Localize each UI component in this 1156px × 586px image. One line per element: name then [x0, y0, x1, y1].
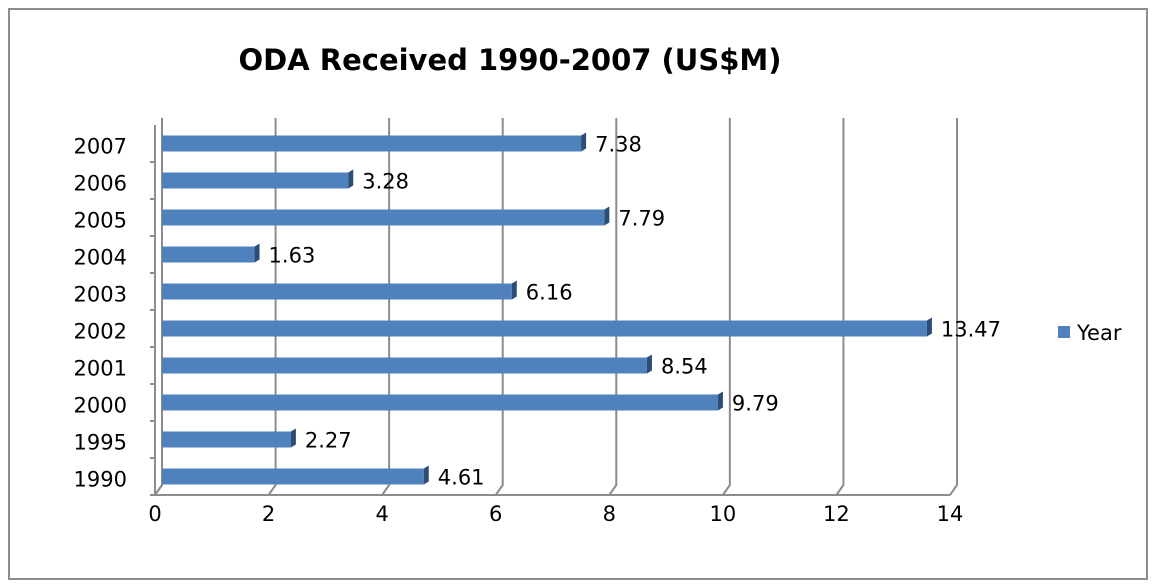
- x-tick-label: 10: [709, 502, 736, 526]
- value-label: 4.61: [438, 466, 485, 490]
- value-label: 7.79: [618, 207, 665, 231]
- bar-side: [254, 243, 260, 263]
- bar: [162, 357, 647, 374]
- x-tick-label: 14: [937, 502, 964, 526]
- grid-line: [494, 118, 504, 496]
- y-tick-label: 1995: [74, 431, 127, 455]
- bar: [162, 283, 512, 300]
- bar-side: [511, 280, 517, 300]
- bar: [162, 246, 255, 263]
- grid-line: [267, 118, 277, 496]
- bar-side: [348, 169, 354, 189]
- x-tick-label: 4: [375, 502, 388, 526]
- bar-side: [717, 391, 723, 411]
- value-label: 9.79: [732, 392, 779, 416]
- grid-line: [949, 118, 958, 496]
- bar-side: [646, 354, 652, 374]
- legend-label: Year: [1076, 321, 1122, 345]
- y-tick-label: 2000: [74, 394, 127, 418]
- value-label: 3.28: [362, 170, 409, 194]
- bar: [162, 468, 424, 485]
- x-tick-label: 2: [262, 502, 275, 526]
- value-label: 2.27: [305, 429, 352, 453]
- x-tick-label: 0: [148, 502, 161, 526]
- y-tick-label: 2005: [74, 209, 127, 233]
- chart-title: ODA Received 1990-2007 (US$M): [238, 43, 781, 77]
- bar-side: [290, 428, 296, 448]
- y-tick-label: 2003: [74, 283, 127, 307]
- x-tick-label: 8: [603, 502, 616, 526]
- value-label: 1.63: [269, 244, 316, 268]
- value-label: 7.38: [595, 133, 642, 157]
- value-label: 13.47: [941, 318, 1001, 342]
- bar-side: [926, 317, 932, 337]
- bar-side: [581, 132, 587, 152]
- value-label: 8.54: [661, 355, 708, 379]
- grid-line: [154, 118, 163, 496]
- y-tick-label: 2002: [74, 320, 127, 344]
- bar: [162, 431, 291, 448]
- bar-side: [604, 206, 610, 226]
- y-tick-label: 2006: [74, 172, 127, 196]
- bar: [162, 172, 349, 189]
- value-label: 6.16: [526, 281, 573, 305]
- bar: [162, 135, 582, 152]
- y-tick-label: 2007: [74, 135, 127, 159]
- grid-line: [381, 118, 391, 496]
- x-tick-label: 6: [489, 502, 502, 526]
- x-tick-label: 12: [823, 502, 850, 526]
- bar: [162, 394, 718, 411]
- y-tick-label: 1990: [74, 468, 127, 492]
- y-tick-label: 2001: [74, 357, 127, 381]
- bar: [162, 209, 605, 226]
- grid-line: [608, 118, 618, 496]
- y-tick-label: 2004: [74, 246, 127, 270]
- grid-line: [722, 118, 731, 496]
- legend-swatch: [1058, 326, 1070, 338]
- bar-side: [423, 465, 429, 485]
- grid-line: [835, 118, 845, 496]
- bar: [162, 320, 927, 337]
